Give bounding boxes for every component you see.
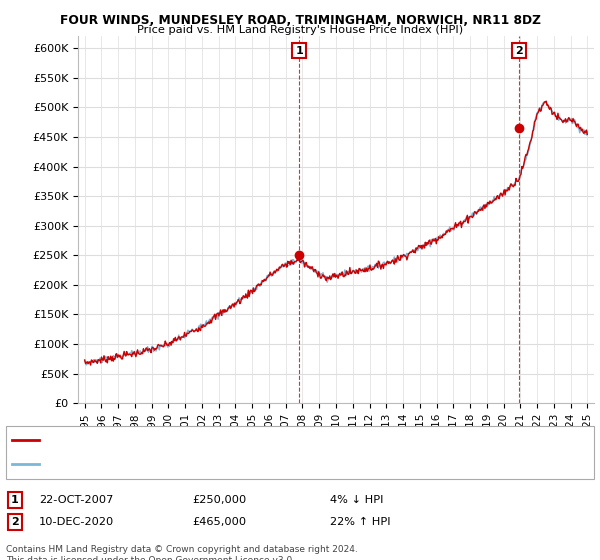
- Text: HPI: Average price, detached house, North Norfolk: HPI: Average price, detached house, Nort…: [42, 459, 305, 469]
- Text: 4% ↓ HPI: 4% ↓ HPI: [330, 495, 383, 505]
- Text: 1: 1: [295, 45, 303, 55]
- Text: FOUR WINDS, MUNDESLEY ROAD, TRIMINGHAM, NORWICH, NR11 8DZ (detached house): FOUR WINDS, MUNDESLEY ROAD, TRIMINGHAM, …: [42, 436, 500, 446]
- Text: 10-DEC-2020: 10-DEC-2020: [39, 517, 114, 527]
- Text: 2: 2: [11, 517, 19, 527]
- Text: 2: 2: [515, 45, 523, 55]
- Text: FOUR WINDS, MUNDESLEY ROAD, TRIMINGHAM, NORWICH, NR11 8DZ: FOUR WINDS, MUNDESLEY ROAD, TRIMINGHAM, …: [59, 14, 541, 27]
- Text: 22-OCT-2007: 22-OCT-2007: [39, 495, 113, 505]
- Text: 22% ↑ HPI: 22% ↑ HPI: [330, 517, 391, 527]
- Text: £250,000: £250,000: [192, 495, 246, 505]
- Text: 1: 1: [11, 495, 19, 505]
- Text: Contains HM Land Registry data © Crown copyright and database right 2024.
This d: Contains HM Land Registry data © Crown c…: [6, 545, 358, 560]
- Text: £465,000: £465,000: [192, 517, 246, 527]
- Text: Price paid vs. HM Land Registry's House Price Index (HPI): Price paid vs. HM Land Registry's House …: [137, 25, 463, 35]
